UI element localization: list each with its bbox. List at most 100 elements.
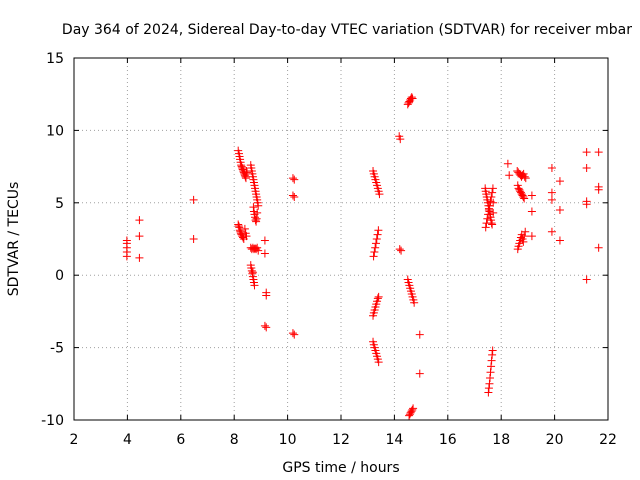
data-point-marker xyxy=(582,164,591,173)
x-tick-label: 8 xyxy=(230,432,239,448)
y-tick-label: -10 xyxy=(41,413,64,429)
data-point-marker xyxy=(520,172,529,181)
data-point-marker xyxy=(503,159,512,168)
y-tick-label: -5 xyxy=(50,341,64,357)
data-point-marker xyxy=(594,243,603,252)
data-point-marker xyxy=(254,246,263,255)
data-point-marker xyxy=(189,195,198,204)
data-point-marker xyxy=(521,174,530,183)
x-tick-label: 14 xyxy=(385,432,403,448)
x-tick-label: 16 xyxy=(439,432,457,448)
data-point-marker xyxy=(481,223,490,232)
data-point-marker xyxy=(547,195,556,204)
data-point-marker xyxy=(485,374,494,383)
data-point-marker xyxy=(488,220,497,229)
data-point-marker xyxy=(262,323,271,332)
data-point-marker xyxy=(248,268,257,277)
data-point-marker xyxy=(489,198,498,207)
y-tick-label: 0 xyxy=(55,268,64,284)
y-axis-label: SDTVAR / TECUs xyxy=(6,182,22,297)
data-point-marker xyxy=(371,243,380,252)
data-point-marker xyxy=(409,404,418,413)
data-point-marker xyxy=(370,248,379,257)
data-point-marker xyxy=(373,230,382,239)
data-point-marker xyxy=(241,174,250,183)
data-point-marker xyxy=(484,210,493,219)
x-tick-label: 10 xyxy=(279,432,297,448)
data-point-marker xyxy=(371,239,380,248)
data-point-marker xyxy=(527,207,536,216)
data-point-marker xyxy=(547,188,556,197)
data-point-marker xyxy=(260,321,269,330)
data-point-marker xyxy=(555,236,564,245)
data-point-marker xyxy=(521,227,530,236)
data-point-marker xyxy=(487,356,496,365)
data-point-marker xyxy=(407,93,416,102)
data-point-marker xyxy=(482,219,491,228)
data-point-marker xyxy=(189,235,198,243)
chart-title: Day 364 of 2024, Sidereal Day-to-day VTE… xyxy=(62,22,632,38)
data-point-marker xyxy=(290,175,299,184)
data-point-marker xyxy=(262,291,271,300)
data-point-marker xyxy=(372,235,381,243)
data-point-marker xyxy=(252,214,261,223)
x-tick-label: 22 xyxy=(599,432,617,448)
data-point-marker xyxy=(373,294,382,303)
data-point-marker xyxy=(487,193,496,202)
data-point-marker xyxy=(582,200,591,209)
data-point-marker xyxy=(594,185,603,194)
data-point-marker xyxy=(415,369,424,378)
x-tick-label: 6 xyxy=(176,432,185,448)
data-point-marker xyxy=(410,298,419,307)
x-tick-label: 4 xyxy=(123,432,132,448)
data-point-marker xyxy=(250,281,259,290)
data-point-marker xyxy=(252,245,261,254)
data-point-marker xyxy=(519,193,528,202)
data-point-marker xyxy=(288,191,297,200)
data-point-marker xyxy=(488,184,497,193)
data-point-marker xyxy=(488,188,497,197)
data-point-marker xyxy=(484,206,493,215)
data-point-marker xyxy=(396,135,405,144)
data-point-marker xyxy=(288,329,297,338)
data-point-marker xyxy=(484,384,493,393)
data-point-marker xyxy=(582,275,591,284)
data-point-marker xyxy=(122,252,131,261)
axis-ticks: 2 4 6 8 10 12 14 16 18 20 22 15 10 5 0 -5 -10 xyxy=(41,51,617,448)
data-point-marker xyxy=(239,233,248,242)
data-point-marker xyxy=(488,350,497,359)
x-tick-label: 2 xyxy=(70,432,79,448)
data-point-marker xyxy=(484,388,493,397)
data-point-marker xyxy=(485,379,494,388)
data-point-marker xyxy=(375,190,384,199)
data-point-marker xyxy=(374,226,383,235)
data-point-marker xyxy=(395,245,404,254)
data-point-marker xyxy=(397,246,406,255)
data-point-marker xyxy=(260,249,269,258)
data-point-marker xyxy=(135,253,144,262)
x-axis-label: GPS time / hours xyxy=(282,460,399,476)
data-point-marker xyxy=(254,201,263,210)
data-point-marker xyxy=(582,148,591,157)
data-point-marker xyxy=(519,237,528,246)
data-point-marker xyxy=(241,172,250,181)
data-point-marker xyxy=(555,177,564,186)
data-points xyxy=(122,93,603,420)
y-tick-label: 15 xyxy=(46,51,64,67)
x-tick-label: 12 xyxy=(332,432,350,448)
data-point-marker xyxy=(234,221,243,230)
data-point-marker xyxy=(374,292,383,301)
grid-lines xyxy=(74,58,608,420)
data-point-marker xyxy=(520,232,529,241)
data-point-marker xyxy=(520,194,529,203)
data-point-marker xyxy=(243,168,252,177)
data-point-marker xyxy=(290,330,299,339)
data-point-marker xyxy=(260,236,269,245)
data-point-marker xyxy=(288,174,297,183)
data-point-marker xyxy=(594,148,603,157)
data-point-marker xyxy=(486,368,495,377)
data-point-marker xyxy=(135,216,144,225)
data-point-marker xyxy=(408,94,417,103)
data-point-marker xyxy=(253,208,262,217)
data-point-marker xyxy=(135,232,144,241)
